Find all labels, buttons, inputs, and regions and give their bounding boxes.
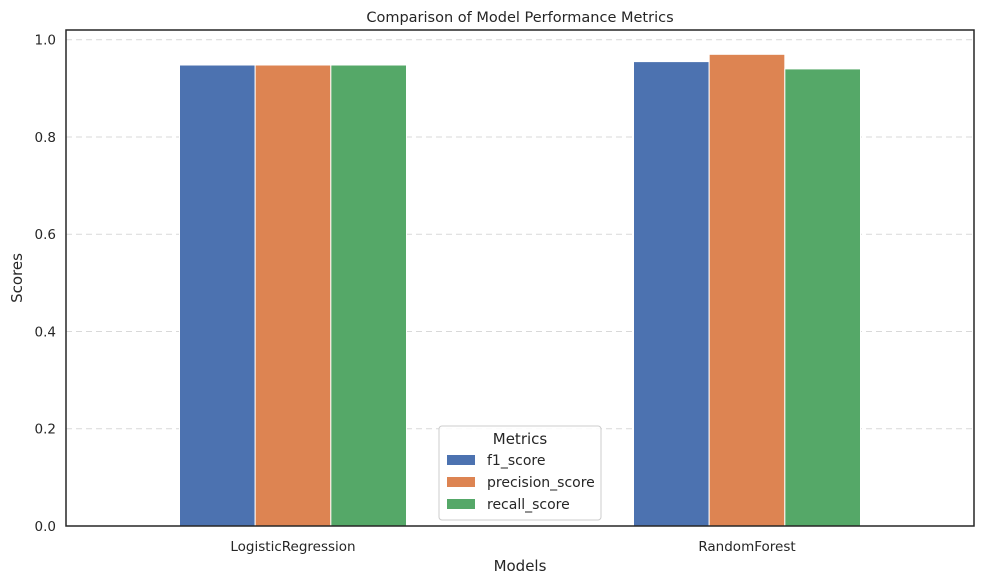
x-tick-label: RandomForest: [698, 539, 795, 555]
bars: [179, 53, 861, 527]
y-tick-label: 0.6: [35, 227, 56, 243]
y-tick-label: 0.2: [35, 422, 56, 438]
bar-recall_score-LogisticRegression: [330, 64, 408, 527]
y-tick-label: 0.4: [35, 324, 56, 340]
y-tick-label: 0.8: [35, 130, 56, 146]
x-tick-label: LogisticRegression: [230, 539, 355, 555]
y-axis-title: Scores: [8, 253, 26, 303]
y-tick-label: 1.0: [35, 33, 56, 49]
legend-swatch-f1_score: [447, 455, 475, 465]
legend-label: recall_score: [487, 497, 570, 513]
y-tick-label: 0.0: [35, 519, 56, 535]
bar-precision_score-LogisticRegression: [254, 64, 332, 527]
legend-box: [438, 425, 602, 521]
bar-precision_score-RandomForest: [708, 53, 786, 527]
bar-f1_score-LogisticRegression: [179, 64, 256, 527]
chart-title: Comparison of Model Performance Metrics: [366, 10, 673, 26]
legend-label: f1_score: [487, 453, 545, 469]
legend-swatch-precision_score: [447, 477, 475, 487]
bar-recall_score-RandomForest: [784, 68, 861, 527]
y-axis-ticks: 0.0 0.2 0.4 0.6 0.8 1.0: [35, 33, 56, 535]
legend-label: precision_score: [487, 475, 595, 491]
plot-frame: [65, 29, 975, 527]
x-axis-title: Models: [494, 557, 547, 575]
x-axis-ticks: LogisticRegression RandomForest: [230, 539, 795, 555]
bar-f1_score-RandomForest: [633, 61, 710, 527]
legend-title: Metrics: [493, 430, 548, 448]
legend: Metrics f1_score precision_score recall_sco…: [438, 425, 602, 521]
legend-swatch-recall_score: [447, 499, 475, 509]
